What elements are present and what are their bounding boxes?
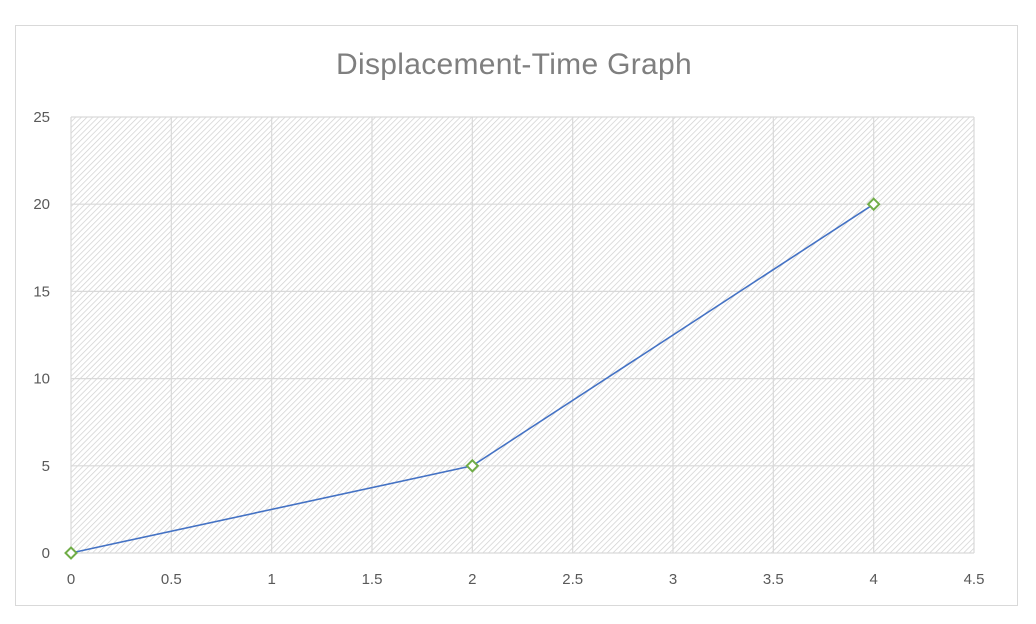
x-tick-label: 4.5	[964, 571, 985, 588]
x-tick-label: 0	[67, 571, 75, 588]
data-point-marker	[866, 197, 881, 212]
data-point-marker	[64, 546, 78, 560]
x-tick-label: 3.5	[763, 571, 784, 588]
y-tick-label: 15	[33, 283, 50, 300]
marker-layer	[64, 197, 881, 560]
x-tick-label: 3	[669, 571, 677, 588]
y-tick-label: 0	[42, 545, 50, 562]
axes: 0 0.5 1 1.5 2 2.5 3 3.5 4 4.5 0 5 10 15 20 25	[33, 109, 984, 588]
x-tick-label: 4	[869, 571, 877, 588]
x-tick-label: 2.5	[562, 571, 583, 588]
y-tick-label: 20	[33, 196, 50, 213]
y-tick-label: 5	[42, 458, 50, 475]
y-tick-label: 10	[33, 371, 50, 388]
plot-area	[71, 117, 974, 553]
x-tick-label: 1.5	[362, 571, 383, 588]
data-point-marker	[465, 458, 480, 473]
x-tick-label: 0.5	[161, 571, 182, 588]
y-tick-label: 25	[33, 109, 50, 126]
x-tick-label: 2	[468, 571, 476, 588]
chart-title: Displacement-Time Graph	[336, 48, 692, 81]
x-tick-label: 1	[267, 571, 275, 588]
